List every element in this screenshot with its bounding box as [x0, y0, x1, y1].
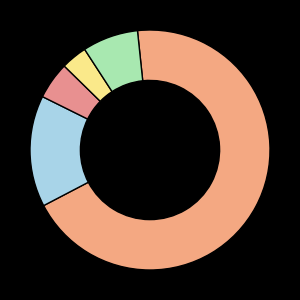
Wedge shape [30, 97, 88, 206]
Wedge shape [44, 30, 270, 270]
Wedge shape [85, 31, 143, 92]
Wedge shape [64, 50, 112, 101]
Wedge shape [43, 66, 100, 119]
